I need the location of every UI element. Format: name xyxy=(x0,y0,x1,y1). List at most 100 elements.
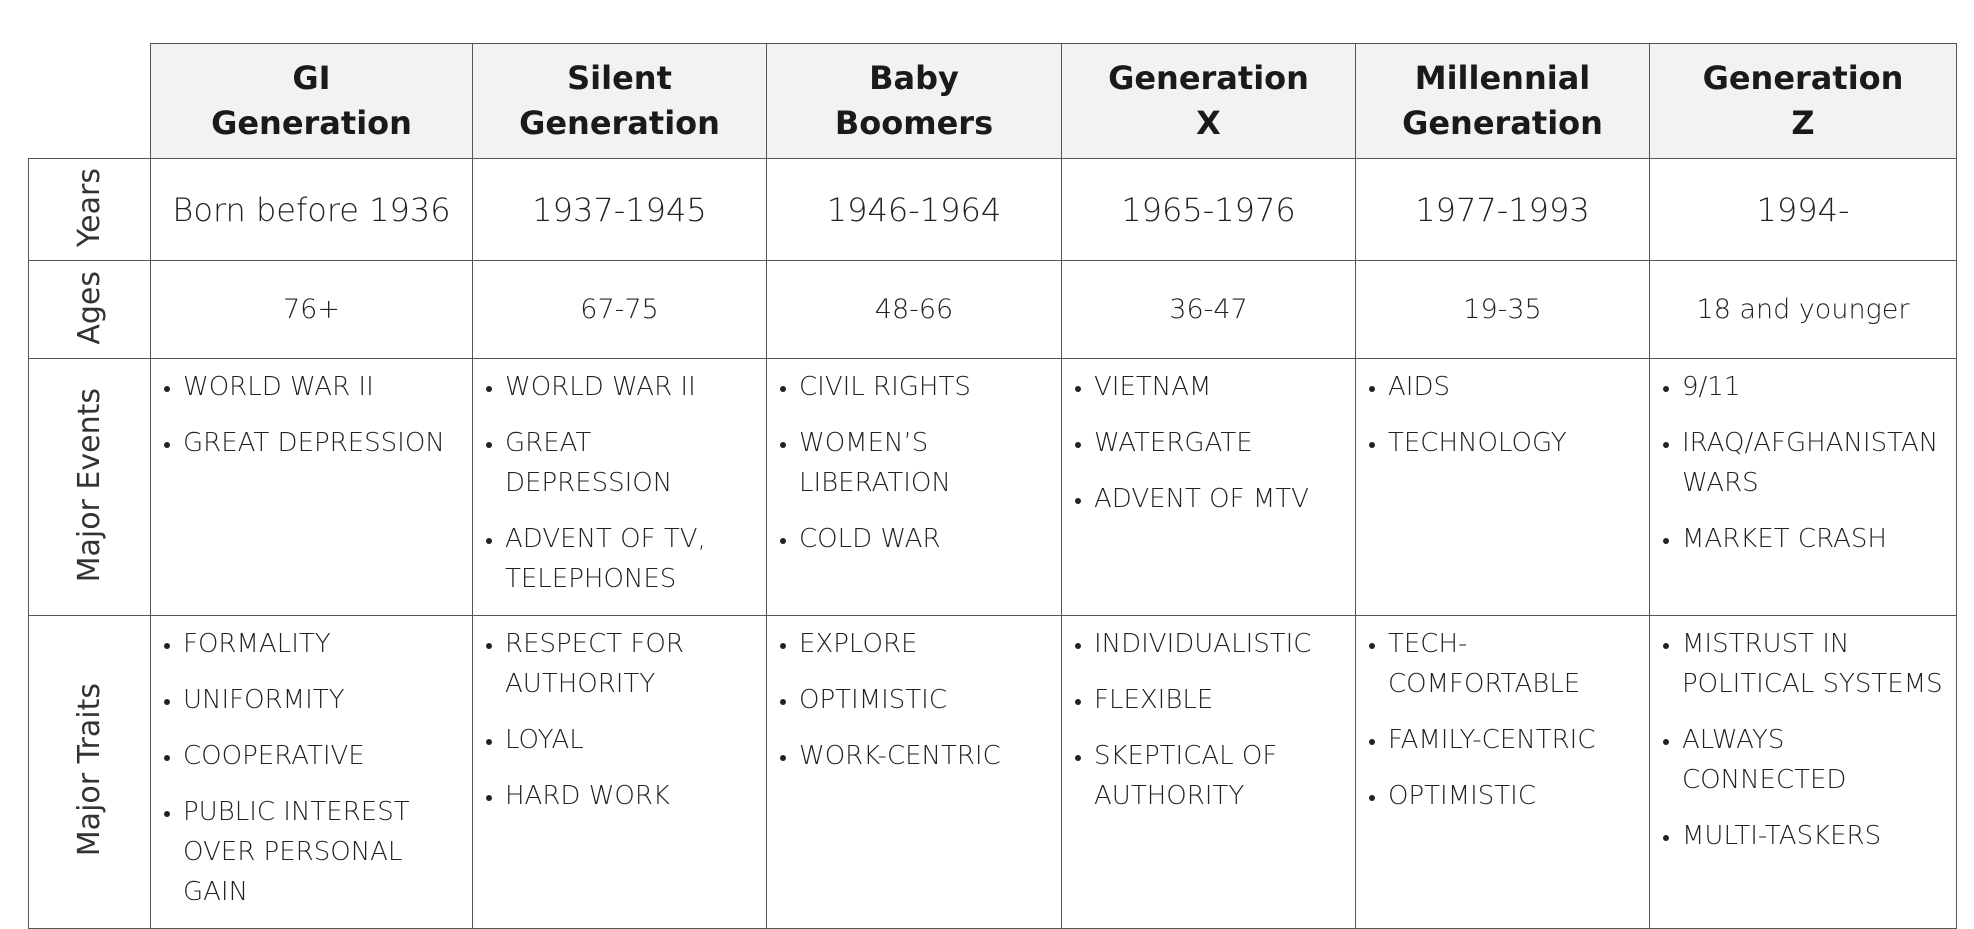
list-item: GREAT DEPRESSION xyxy=(473,423,766,503)
generations-table: GI Generation Silent Generation Baby Boomer… xyxy=(28,43,1957,929)
list-item: WATERGATE xyxy=(1062,423,1355,463)
years-cell: 1946-1964 xyxy=(766,158,1062,261)
list-item: ALWAYS CONNECTED xyxy=(1650,720,1956,800)
list-item: FLEXIBLE xyxy=(1062,680,1355,720)
row-label-years: Years xyxy=(28,158,151,261)
generation-name-line: Generation xyxy=(519,104,720,142)
ages-cell: 76+ xyxy=(150,260,473,359)
generation-name-line: Generation xyxy=(1402,104,1603,142)
list-item: IRAQ/AFGHANISTAN WARS xyxy=(1650,423,1956,503)
bullet-list: RESPECT FOR AUTHORITY LOYAL HARD WORK xyxy=(473,616,766,816)
traits-cell: INDIVIDUALISTIC FLEXIBLE SKEPTICAL OF AUTH… xyxy=(1061,615,1356,929)
bullet-list: 9/11 IRAQ/AFGHANISTAN WARS MARKET CRASH xyxy=(1650,359,1956,559)
bullet-list: EXPLORE OPTIMISTIC WORK-CENTRIC xyxy=(767,616,1061,776)
years-cell: 1937-1945 xyxy=(472,158,767,261)
list-item: VIETNAM xyxy=(1062,367,1355,407)
list-item: INDIVIDUALISTIC xyxy=(1062,624,1355,664)
row-label-traits: Major Traits xyxy=(28,615,151,929)
events-cell: CIVIL RIGHTS WOMEN’S LIBERATION COLD WAR xyxy=(766,358,1062,616)
traits-cell: MISTRUST IN POLITICAL SYSTEMS ALWAYS CONN… xyxy=(1649,615,1957,929)
list-item: TECH-COMFORTABLE xyxy=(1356,624,1649,704)
list-item: ADVENT OF MTV xyxy=(1062,479,1355,519)
generation-name-line: GI xyxy=(292,59,331,97)
traits-cell: FORMALITY UNIFORMITY COOPERATIVE PUBLIC INT… xyxy=(150,615,473,929)
years-row: Years Born before 1936 1937-1945 1946-19… xyxy=(28,158,1957,261)
bullet-list: MISTRUST IN POLITICAL SYSTEMS ALWAYS CONN… xyxy=(1650,616,1956,856)
list-item: FORMALITY xyxy=(151,624,472,664)
traits-cell: TECH-COMFORTABLE FAMILY-CENTRIC OPTIMISTIC xyxy=(1355,615,1650,929)
bullet-list: WORLD WAR II GREAT DEPRESSION xyxy=(151,359,472,463)
list-item: CIVIL RIGHTS xyxy=(767,367,1061,407)
list-item: MULTI-TASKERS xyxy=(1650,816,1956,856)
list-item: 9/11 xyxy=(1650,367,1956,407)
header-row: GI Generation Silent Generation Baby Boomer… xyxy=(29,43,1957,159)
bullet-list: VIETNAM WATERGATE ADVENT OF MTV xyxy=(1062,359,1355,519)
list-item: OPTIMISTIC xyxy=(1356,776,1649,816)
generation-name-line: Z xyxy=(1791,104,1815,142)
list-item: OPTIMISTIC xyxy=(767,680,1061,720)
events-cell: 9/11 IRAQ/AFGHANISTAN WARS MARKET CRASH xyxy=(1649,358,1957,616)
row-label-text: Ages xyxy=(72,270,107,345)
list-item: WORLD WAR II xyxy=(151,367,472,407)
bullet-list: AIDS TECHNOLOGY xyxy=(1356,359,1649,463)
bullet-list: FORMALITY UNIFORMITY COOPERATIVE PUBLIC INT… xyxy=(151,616,472,912)
corner-cell xyxy=(29,44,151,159)
list-item: COOPERATIVE xyxy=(151,736,472,776)
ages-cell: 67-75 xyxy=(472,260,767,359)
events-cell: WORLD WAR II GREAT DEPRESSION xyxy=(150,358,473,616)
list-item: PUBLIC INTEREST OVER PERSONAL GAIN xyxy=(151,792,472,912)
list-item: FAMILY-CENTRIC xyxy=(1356,720,1649,760)
bullet-list: INDIVIDUALISTIC FLEXIBLE SKEPTICAL OF AUTH… xyxy=(1062,616,1355,816)
generation-header: Millennial Generation xyxy=(1355,43,1650,159)
events-cell: WORLD WAR II GREAT DEPRESSION ADVENT OF TV… xyxy=(472,358,767,616)
events-row: Major Events WORLD WAR II GREAT DEPRESSIO… xyxy=(28,358,1957,616)
row-label-events: Major Events xyxy=(28,358,151,616)
ages-cell: 36-47 xyxy=(1061,260,1356,359)
ages-cell: 19-35 xyxy=(1355,260,1650,359)
generation-name-line: Millennial xyxy=(1414,59,1591,97)
bullet-list: CIVIL RIGHTS WOMEN’S LIBERATION COLD WAR xyxy=(767,359,1061,559)
generation-header: Generation Z xyxy=(1649,43,1957,159)
list-item: WOMEN’S LIBERATION xyxy=(767,423,1061,503)
generation-name-line: Generation xyxy=(1108,59,1309,97)
list-item: COLD WAR xyxy=(767,519,1061,559)
ages-cell: 18 and younger xyxy=(1649,260,1957,359)
ages-cell: 48-66 xyxy=(766,260,1062,359)
generation-name-line: Boomers xyxy=(834,104,994,142)
list-item: SKEPTICAL OF AUTHORITY xyxy=(1062,736,1355,816)
generation-name-line: X xyxy=(1196,104,1221,142)
generation-name-line: Generation xyxy=(1702,59,1904,97)
list-item: AIDS xyxy=(1356,367,1649,407)
events-cell: AIDS TECHNOLOGY xyxy=(1355,358,1650,616)
list-item: ADVENT OF TV, TELEPHONES xyxy=(473,519,766,599)
generation-header: Silent Generation xyxy=(472,43,767,159)
list-item: MISTRUST IN POLITICAL SYSTEMS xyxy=(1650,624,1956,704)
years-cell: Born before 1936 xyxy=(150,158,473,261)
list-item: HARD WORK xyxy=(473,776,766,816)
list-item: EXPLORE xyxy=(767,624,1061,664)
traits-row: Major Traits FORMALITY UNIFORMITY COOPERAT… xyxy=(28,615,1957,929)
list-item: TECHNOLOGY xyxy=(1356,423,1649,463)
row-label-ages: Ages xyxy=(28,260,151,359)
generation-name-line: Generation xyxy=(211,104,412,142)
list-item: RESPECT FOR AUTHORITY xyxy=(473,624,766,704)
years-cell: 1994- xyxy=(1649,158,1957,261)
list-item: WORK-CENTRIC xyxy=(767,736,1061,776)
list-item: WORLD WAR II xyxy=(473,367,766,407)
list-item: MARKET CRASH xyxy=(1650,519,1956,559)
generation-header: Baby Boomers xyxy=(766,43,1062,159)
list-item: UNIFORMITY xyxy=(151,680,472,720)
generation-name-line: Baby xyxy=(869,59,959,97)
years-cell: 1965-1976 xyxy=(1061,158,1356,261)
generation-name-line: Silent xyxy=(567,59,672,97)
row-label-text: Years xyxy=(72,167,107,248)
bullet-list: TECH-COMFORTABLE FAMILY-CENTRIC OPTIMISTIC xyxy=(1356,616,1649,816)
list-item: GREAT DEPRESSION xyxy=(151,423,472,463)
row-label-text: Major Events xyxy=(72,387,107,583)
bullet-list: WORLD WAR II GREAT DEPRESSION ADVENT OF TV… xyxy=(473,359,766,599)
events-cell: VIETNAM WATERGATE ADVENT OF MTV xyxy=(1061,358,1356,616)
traits-cell: RESPECT FOR AUTHORITY LOYAL HARD WORK xyxy=(472,615,767,929)
years-cell: 1977-1993 xyxy=(1355,158,1650,261)
row-label-text: Major Traits xyxy=(72,683,107,857)
generation-header: Generation X xyxy=(1061,43,1356,159)
